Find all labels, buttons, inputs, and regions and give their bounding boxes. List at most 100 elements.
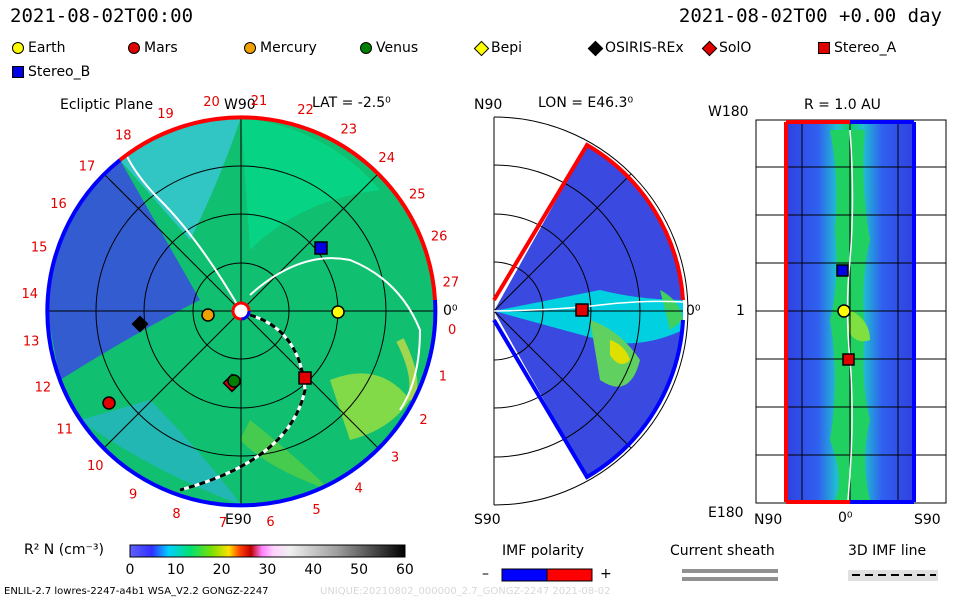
radial-x-label-n90: N90 xyxy=(754,512,783,528)
carrington-tick-label: 21 xyxy=(251,94,268,109)
meridional-bottom-label: S90 xyxy=(474,512,501,528)
carrington-tick-label: 11 xyxy=(56,423,73,438)
ecliptic-title: Ecliptic Plane xyxy=(60,97,154,113)
imf-polarity-title: IMF polarity xyxy=(502,543,585,559)
radial-bottom-left-label: E180 xyxy=(708,505,744,521)
venus-icon xyxy=(360,42,372,54)
legend-item-mercury: Mercury xyxy=(244,40,317,56)
ecliptic-osiris-rex-marker xyxy=(131,315,149,333)
carrington-tick-label: 19 xyxy=(157,107,174,122)
imf-plus-label: + xyxy=(600,566,612,582)
carrington-tick-label: 15 xyxy=(31,241,48,256)
carrington-tick-label: 20 xyxy=(203,95,220,110)
colorbar-tick: 30 xyxy=(258,562,277,578)
meridional-right-label: 0⁰ xyxy=(686,303,701,319)
mars-icon xyxy=(128,42,140,54)
imf-line-title: 3D IMF line xyxy=(848,543,927,559)
meridional-polarity-positive xyxy=(492,142,685,302)
footer-right: UNIQUE:20210802_000000_2.7_GONGZ-2247 20… xyxy=(320,586,611,597)
carrington-tick-label: 23 xyxy=(341,123,358,138)
ecliptic-right-label: 0⁰ xyxy=(443,303,458,319)
imf-negative-swatch xyxy=(501,568,548,582)
ecliptic-top-label: W90 xyxy=(224,97,256,113)
ecliptic-polarity-negative xyxy=(45,158,438,508)
ecliptic-stereo-a-marker xyxy=(298,371,312,385)
carrington-tick-label: 0 xyxy=(448,323,456,338)
carrington-tick-label: 9 xyxy=(129,488,137,503)
legend-item-solo: SolO xyxy=(701,40,751,56)
date-left: 2021-08-02T00:00 xyxy=(10,5,194,27)
date-right: 2021-08-02T00 +0.00 day xyxy=(678,5,942,27)
ecliptic-bottom-label: E90 xyxy=(225,512,252,528)
legend-item-bepi: Bepi xyxy=(473,40,522,56)
radial-earth-marker xyxy=(837,304,851,318)
radial-mid-label: 1 xyxy=(736,303,745,319)
meridional-lon-label: LON = E46.3⁰ xyxy=(538,95,634,111)
colorbar-tick: 60 xyxy=(396,562,414,578)
colorbar-tick: 10 xyxy=(166,562,185,578)
carrington-tick-label: 1 xyxy=(439,370,447,385)
carrington-tick-label: 13 xyxy=(23,335,40,350)
carrington-tick-label: 26 xyxy=(431,230,448,245)
carrington-ticks: 20 21222324252627012345678910111213141516… xyxy=(22,94,460,531)
carrington-tick-label: 18 xyxy=(115,129,132,144)
footer-left: ENLIL-2.7 lowres-2247-a4b1 WSA_V2.2 GONG… xyxy=(4,586,269,597)
legend-item-stereo-a: Stereo_A xyxy=(818,40,896,56)
colorbar-tick: 40 xyxy=(304,562,323,578)
colorbar-tick: 20 xyxy=(212,562,231,578)
legend-item-earth: Earth xyxy=(12,40,66,56)
legend-item-stereo-b: Stereo_B xyxy=(12,64,90,80)
stereo-a-icon xyxy=(818,42,830,54)
carrington-tick-label: 6 xyxy=(266,515,274,530)
current-sheath-title: Current sheath xyxy=(670,543,775,559)
radial-stereo-b-marker xyxy=(836,264,849,277)
ecliptic-earth-marker xyxy=(331,305,345,319)
carrington-tick-label: 5 xyxy=(312,503,320,518)
meridional-polarity-negative xyxy=(492,318,685,480)
colorbar xyxy=(129,544,406,558)
colorbar-label: R² N (cm⁻³) xyxy=(24,542,104,558)
meridional-panel xyxy=(492,116,689,506)
carrington-tick-label: 10 xyxy=(87,459,104,474)
carrington-tick-label: 4 xyxy=(355,481,363,496)
ecliptic-mars-marker xyxy=(102,396,116,410)
colorbar-tick: 50 xyxy=(350,562,368,578)
carrington-tick-label: 27 xyxy=(443,276,460,291)
ecliptic-stereo-b-marker xyxy=(314,241,328,255)
carrington-tick-label: 17 xyxy=(79,159,96,174)
stereo-b-icon xyxy=(12,66,24,78)
ecliptic-panel xyxy=(45,115,438,508)
carrington-tick-label: 8 xyxy=(172,507,180,522)
ecliptic-spiral-1 xyxy=(119,139,242,312)
radial-stereo-a-marker xyxy=(842,353,855,366)
carrington-tick-label: 14 xyxy=(22,287,39,302)
meridional-top-label: N90 xyxy=(474,97,503,113)
ecliptic-spiral-2 xyxy=(249,257,422,411)
radial-x-label-0: 0⁰ xyxy=(838,510,853,526)
radial-top-label: W180 xyxy=(708,104,749,120)
imf-minus-label: – xyxy=(482,566,489,582)
legend-item-osiris-rex: OSIRIS-REx xyxy=(587,40,684,56)
carrington-tick-label: 3 xyxy=(391,451,399,466)
radial-panel xyxy=(755,119,947,504)
ecliptic-venus-marker xyxy=(227,374,241,388)
earth-icon xyxy=(12,42,24,54)
ecliptic-polarity-positive xyxy=(118,115,437,301)
radial-x-label-s90: S90 xyxy=(914,512,941,528)
carrington-tick-label: 7 xyxy=(219,516,227,531)
carrington-tick-label: 16 xyxy=(50,197,67,212)
mercury-icon xyxy=(244,42,256,54)
legend-item-venus: Venus xyxy=(360,40,418,56)
carrington-tick-label: 2 xyxy=(419,413,427,428)
meridional-stereo-a-marker xyxy=(575,303,589,317)
current-sheath-swatch xyxy=(682,569,778,581)
carrington-tick-label: 25 xyxy=(409,187,426,202)
imf-line-swatch xyxy=(848,570,938,581)
imf-positive-swatch xyxy=(546,568,593,582)
radial-title: R = 1.0 AU xyxy=(804,97,881,113)
colorbar-tick: 0 xyxy=(125,562,135,578)
ecliptic-mercury-marker xyxy=(201,308,215,322)
legend-item-mars: Mars xyxy=(128,40,178,56)
ecliptic-lat-label: LAT = -2.5⁰ xyxy=(312,95,391,111)
